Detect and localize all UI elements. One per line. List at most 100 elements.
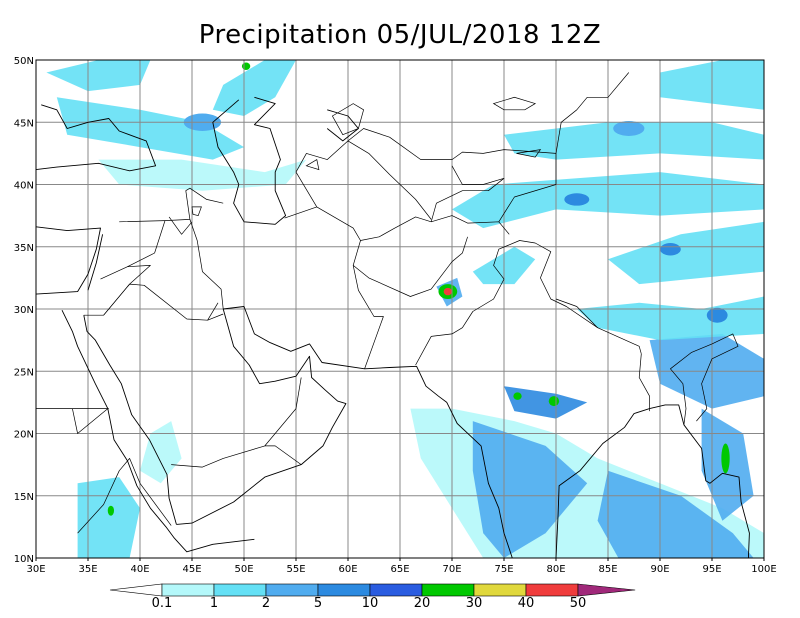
precip-region (504, 386, 588, 419)
colorbar-segment (421, 583, 475, 597)
precip-spot (513, 392, 522, 400)
precip-spot (107, 505, 114, 516)
colorbar-legend: 0.1 1 2 5 10 20 30 40 50 (109, 583, 636, 611)
colorbar-segment (265, 583, 319, 597)
colorbar-label: 2 (262, 596, 270, 611)
precip-spot (706, 307, 728, 323)
country-border (670, 333, 739, 425)
coastline (176, 308, 347, 525)
country-border (352, 236, 468, 297)
colorbar-label: 40 (518, 596, 535, 611)
precip-spot (721, 443, 730, 474)
colorbar-segment (161, 583, 215, 597)
lon-tick-label: 50E (234, 564, 253, 575)
lon-tick-label: 80E (546, 564, 565, 575)
country-border (555, 298, 598, 328)
colorbar-label: 20 (414, 596, 431, 611)
colorbar-segment (213, 583, 267, 597)
country-border (415, 240, 642, 366)
country-border (347, 140, 432, 220)
lat-tick-label: 15N (14, 492, 34, 503)
precip-spot (660, 243, 681, 256)
colorbar-arrow-left (109, 583, 163, 597)
lat-tick-label: 35N (14, 243, 34, 254)
lat-lon-grid (36, 60, 764, 558)
coastline (36, 104, 157, 172)
lon-tick-label: 45E (182, 564, 201, 575)
lat-tick-label: 20N (14, 430, 34, 441)
country-border (498, 153, 557, 222)
colorbar-segment (369, 583, 423, 597)
precip-spot (548, 396, 560, 407)
colorbar-segment (473, 583, 527, 597)
lon-tick-label: 40E (130, 564, 149, 575)
colorbar-label: 0.1 (152, 596, 173, 611)
country-border (77, 458, 172, 534)
lat-tick-label: 30N (14, 305, 34, 316)
lon-tick-label: 35E (78, 564, 97, 575)
precip-region (98, 159, 307, 191)
coastline (87, 234, 104, 291)
coastline (61, 310, 255, 553)
country-border (430, 165, 505, 222)
colorbar-label: 30 (466, 596, 483, 611)
lon-tick-label: 60E (338, 564, 357, 575)
country-border (638, 353, 650, 412)
lat-tick-label: 10N (14, 554, 34, 565)
coastline (555, 404, 750, 558)
lat-tick-label: 45N (14, 118, 34, 129)
precip-spot (613, 121, 645, 136)
lake-outline (331, 103, 365, 136)
precip-region (576, 296, 764, 341)
coastline (223, 306, 513, 558)
country-border (103, 283, 224, 321)
lon-tick-label: 90E (650, 564, 669, 575)
lake-outline (516, 149, 542, 158)
coastlines-and-borders (36, 72, 750, 558)
colorbar-label: 5 (314, 596, 322, 611)
axis-ticks: 30E 35E 40E 45E 50E 55E 60E 65E 70E 75E 80E 85E 90E 9… (14, 56, 777, 575)
precip-spot (443, 287, 452, 296)
precip-region (77, 477, 140, 558)
precip-spot (241, 62, 251, 70)
lon-tick-label: 100E (751, 564, 776, 575)
lon-tick-label: 75E (494, 564, 513, 575)
precip-spot (564, 193, 590, 206)
colorbar-label: 1 (210, 596, 218, 611)
country-border (207, 302, 219, 321)
map-title: Precipitation 05/JUL/2018 12Z (198, 20, 602, 50)
colorbar-arrow-right (577, 583, 636, 597)
precip-region (140, 421, 182, 484)
precip-region (472, 421, 588, 558)
country-border (295, 171, 318, 208)
lat-tick-label: 25N (14, 367, 34, 378)
precip-region (212, 60, 296, 116)
country-border (171, 445, 265, 468)
country-border (295, 72, 630, 173)
colorbar-label: 10 (362, 596, 379, 611)
coastline (212, 96, 287, 225)
colorbar-segment (317, 583, 371, 597)
country-border (127, 220, 166, 268)
precip-region (504, 122, 764, 160)
lat-tick-label: 40N (14, 181, 34, 192)
lon-tick-label: 85E (598, 564, 617, 575)
lon-tick-label: 30E (26, 564, 45, 575)
colorbar-segment (525, 583, 579, 597)
lon-tick-label: 95E (702, 564, 721, 575)
country-border (168, 216, 193, 235)
lon-tick-label: 70E (442, 564, 461, 575)
lon-tick-label: 55E (286, 564, 305, 575)
lake-outline (492, 96, 537, 111)
precip-region (608, 221, 764, 285)
lon-tick-label: 65E (390, 564, 409, 575)
lat-tick-label: 50N (14, 56, 34, 67)
coastline (83, 315, 177, 525)
precip-region (597, 470, 754, 558)
precip-region (46, 60, 151, 92)
lake-outline (191, 206, 202, 217)
country-border (83, 265, 151, 316)
country-border (189, 219, 224, 310)
precip-region (56, 97, 244, 160)
